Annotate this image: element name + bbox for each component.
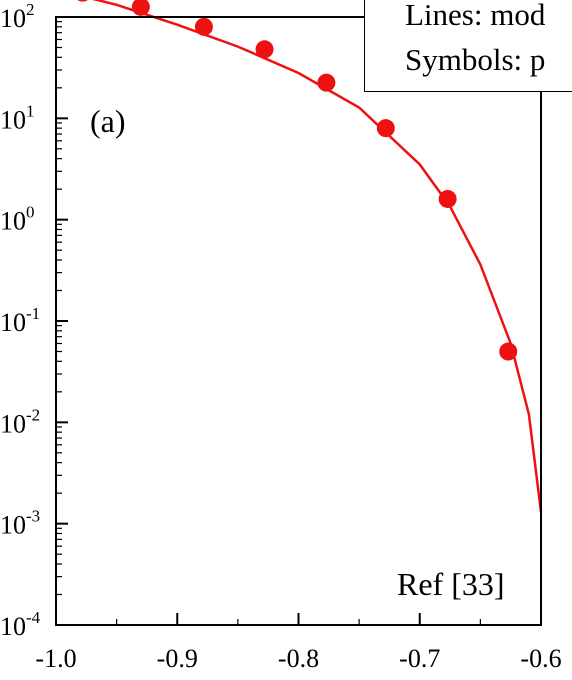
data-point: [77, 0, 88, 2]
major-ticks: [55, 16, 542, 626]
legend: Lines: mod Symbols: p: [364, 0, 572, 92]
data-point: [194, 17, 213, 36]
data-point: [376, 119, 395, 138]
y-tick-label: 101: [0, 101, 35, 134]
reference-label: Ref [33]: [397, 566, 505, 602]
x-tick-label: -0.8: [278, 644, 319, 673]
x-tick-label: -1.0: [35, 644, 76, 673]
panel-label: (a): [90, 103, 126, 139]
legend-line-entry: Lines: mod: [405, 0, 546, 32]
legend-symbol-entry: Symbols: p: [405, 42, 546, 77]
minor-ticks: [55, 21, 542, 625]
data-point: [131, 0, 150, 16]
y-tick-label: 10-1: [0, 304, 40, 337]
y-tick-label: 10-2: [0, 405, 40, 438]
y-tick-label: 10-4: [0, 608, 41, 641]
data-point: [499, 342, 518, 361]
markers: [77, 0, 518, 361]
data-point: [317, 73, 336, 92]
x-tick-labels: -1.0 -0.9 -0.8 -0.7 -0.6: [35, 644, 561, 673]
y-tick-label: 102: [0, 0, 35, 33]
x-tick-label: -0.7: [399, 644, 440, 673]
data-point: [255, 40, 274, 59]
data-point: [438, 189, 457, 208]
x-tick-label: -0.6: [520, 644, 561, 673]
y-tick-label: 100: [0, 203, 35, 236]
x-tick-label: -0.9: [157, 644, 198, 673]
y-tick-label: 10-3: [0, 507, 40, 540]
plot-frame: [55, 16, 542, 626]
y-tick-labels: 102 101 100 10-1 10-2 10-3 10-4: [0, 0, 41, 641]
